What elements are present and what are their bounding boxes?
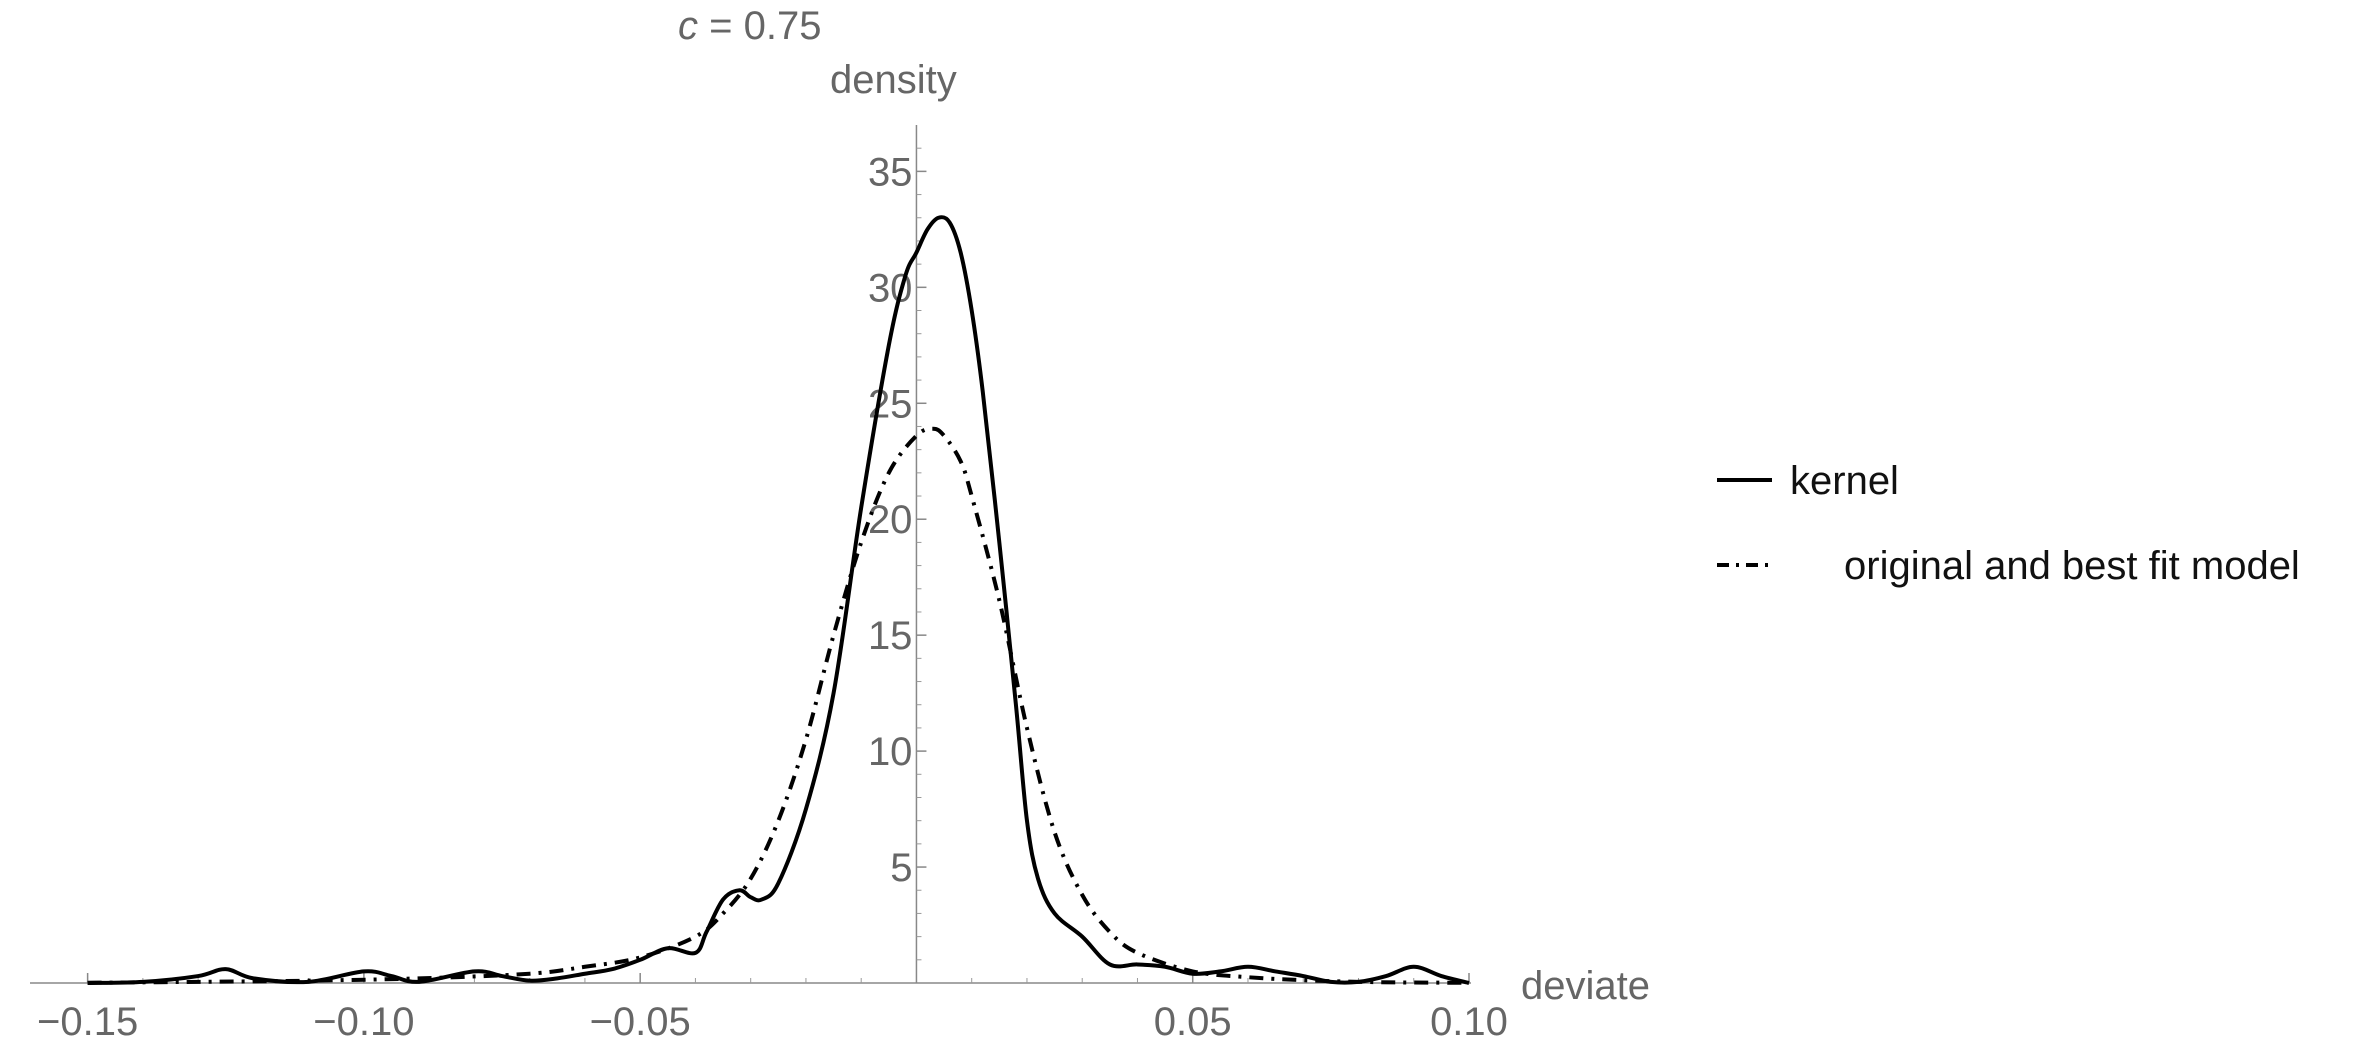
y-tick-label: 10 [868, 730, 913, 774]
y-tick-label: 20 [868, 498, 913, 542]
axes [30, 125, 1471, 984]
legend: kernel original and best fit model [1717, 459, 2300, 588]
series-layer [87, 215, 1470, 985]
x-tick-label: −0.05 [590, 1000, 691, 1042]
legend-label: original and best fit model [1844, 544, 2300, 588]
x-tick-label: −0.10 [313, 1000, 414, 1042]
y-tick-label: 35 [868, 150, 913, 194]
x-tick-label: 0.05 [1154, 1000, 1232, 1042]
kernel-series-line [87, 215, 1470, 985]
y-axis-label: density [830, 58, 957, 102]
chart-title-rest: = 0.75 [698, 4, 821, 48]
chart-title: c = 0.75 [678, 4, 821, 48]
x-tick-label: 0.10 [1430, 1000, 1508, 1042]
chart-title-variable: c [678, 4, 698, 48]
y-tick-label: 15 [868, 614, 913, 658]
x-tick-label: −0.15 [37, 1000, 138, 1042]
x-axis-label: deviate [1521, 964, 1650, 1008]
model-series-line [87, 426, 1470, 985]
legend-label: kernel [1790, 459, 1899, 503]
y-tick-label: 5 [890, 846, 912, 890]
